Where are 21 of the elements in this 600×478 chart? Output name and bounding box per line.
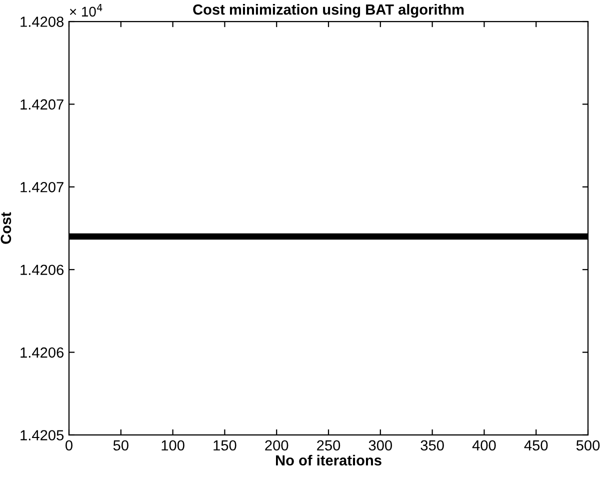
x-tick-label: 150 [214,440,236,451]
text: × 10$^{4}$ [70,4,102,17]
y-tick-label: 1.4205 [20,430,64,440]
y-tick-label: 1.4208 [20,16,64,27]
x-tick-label: 100 [162,440,184,451]
x-tick-label: 300 [368,440,392,451]
y-axis-title: Cost [0,212,12,244]
x-tick-label: 250 [317,440,340,451]
x-tick-label: 0 [66,440,72,451]
x-tick-label: 200 [265,440,288,451]
chart-title: Cost minimization using BAT algorithm [193,4,464,18]
x-axis-title: No of iterations [276,454,382,466]
x-tick-label: 400 [472,440,496,451]
x-tick-label: 500 [576,440,600,451]
y-tick-label: 1.4206 [20,347,64,358]
y-tick-label: 1.4207 [20,99,64,110]
x-tick-label: 50 [113,440,128,451]
y-tick-label: 1.4206 [20,264,64,276]
y-tick-label: 1.4207 [20,182,64,192]
x-tick-label: 450 [524,440,548,451]
x-tick-label: 350 [420,440,444,451]
